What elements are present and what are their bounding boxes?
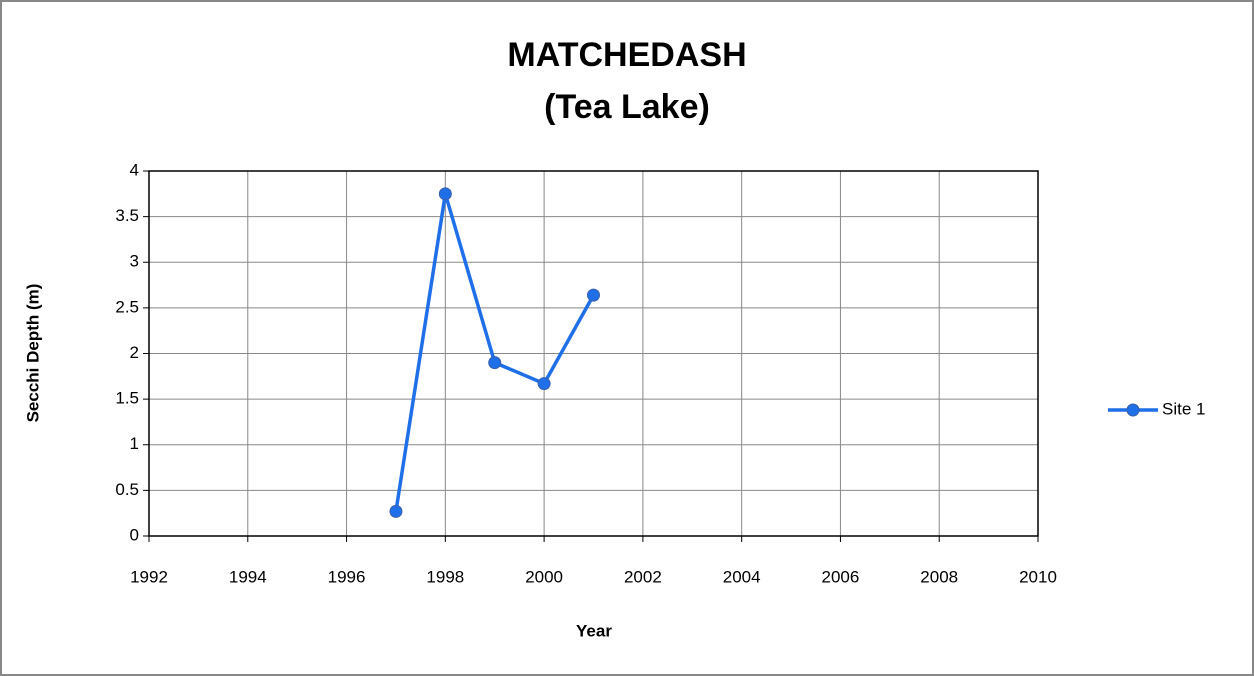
data-point	[488, 356, 502, 370]
x-tick-label: 2008	[920, 567, 958, 586]
x-tick-label: 1992	[130, 567, 168, 586]
y-tick-label: 3.5	[115, 206, 139, 225]
chart-subtitle: (Tea Lake)	[544, 88, 710, 126]
x-tick-label: 2000	[525, 567, 563, 586]
x-tick-label: 2002	[624, 567, 662, 586]
y-tick-label: 3	[130, 252, 139, 271]
x-tick-label: 1998	[426, 567, 464, 586]
x-tick-label: 2004	[723, 567, 761, 586]
y-tick-label: 1.5	[115, 389, 139, 408]
x-tick-label: 1994	[229, 567, 267, 586]
y-tick-label: 0	[130, 525, 139, 544]
legend-marker	[1126, 403, 1140, 417]
plot-border	[148, 170, 1039, 537]
x-tick-label: 1996	[328, 567, 366, 586]
data-point	[389, 504, 403, 518]
y-tick-label: 1	[130, 434, 139, 453]
y-tick-label: 4	[130, 160, 139, 179]
x-tick-label: 2010	[1019, 567, 1057, 586]
chart-title: MATCHEDASH	[507, 36, 746, 74]
x-axis-title: Year	[576, 621, 612, 640]
legend-label: Site 1	[1162, 399, 1205, 418]
x-tick-label: 2006	[822, 567, 860, 586]
y-axis-title: Secchi Depth (m)	[23, 284, 42, 423]
y-tick-label: 2.5	[115, 297, 139, 316]
y-tick-label: 0.5	[115, 480, 139, 499]
data-point	[438, 187, 452, 201]
y-tick-label: 2	[130, 343, 139, 362]
data-point	[537, 377, 551, 391]
data-point	[587, 288, 600, 302]
